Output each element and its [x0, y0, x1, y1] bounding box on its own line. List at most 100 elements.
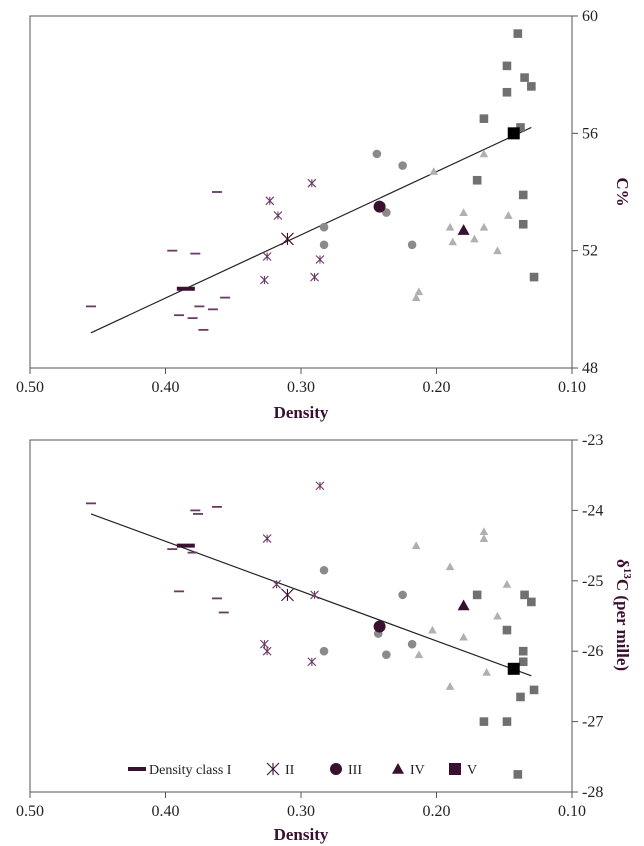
x-tick-label: 0.40 — [152, 379, 180, 396]
data-points — [86, 29, 538, 330]
legend-item-5: V — [449, 763, 477, 778]
data-point — [308, 658, 316, 666]
data-point — [519, 220, 528, 229]
y-tick-label: -23 — [582, 432, 603, 449]
data-points — [86, 482, 538, 779]
data-point — [263, 253, 271, 261]
y-tick-label: -28 — [582, 784, 603, 801]
plot-frame — [30, 16, 572, 368]
legend-marker — [267, 763, 279, 775]
data-point — [273, 580, 281, 588]
legend: Density class I II III IV V — [128, 763, 477, 778]
y-tick-label: -25 — [582, 573, 603, 590]
series-4 — [412, 150, 513, 301]
data-point — [320, 647, 329, 656]
x-tick-label: 0.50 — [16, 803, 44, 820]
y-tick-label: -24 — [582, 502, 603, 519]
series-1 — [86, 192, 230, 330]
series-3 — [320, 566, 417, 659]
data-point — [473, 176, 482, 185]
data-point — [470, 235, 479, 243]
data-point — [260, 276, 268, 284]
mean-point-IV — [458, 224, 470, 235]
data-point — [459, 633, 468, 641]
chart-delta13c: 0.50 0.40 0.30 0.20 0.10 -28 -27 -26 -25 -24 -23 D… — [16, 432, 633, 844]
y-axis-label: C% — [613, 177, 632, 206]
data-point — [519, 647, 528, 656]
legend-label: II — [285, 763, 295, 778]
x-tick-label: 0.20 — [423, 379, 451, 396]
data-point — [519, 657, 528, 666]
data-point — [448, 238, 457, 246]
y-tick-label: -27 — [582, 714, 603, 731]
series-2 — [260, 179, 324, 284]
data-point — [519, 191, 528, 200]
y-label-superscript: 13 — [621, 568, 633, 580]
mean-point-IV — [458, 599, 470, 610]
y-axis-label: δ13C (per mille) — [613, 559, 633, 671]
mean-point-V — [508, 663, 520, 675]
data-point — [446, 223, 455, 231]
x-tick-label: 0.10 — [558, 379, 586, 396]
data-point — [514, 770, 523, 779]
data-point — [263, 535, 271, 543]
legend-label: V — [467, 763, 477, 778]
data-point — [480, 717, 489, 726]
data-point — [480, 223, 489, 231]
mean-point-III — [374, 201, 386, 213]
tick-labels: 0.50 0.40 0.30 0.20 0.10 -28 -27 -26 -25 -24 -23 — [16, 432, 603, 820]
y-tick-label: 56 — [582, 125, 598, 142]
mean-point-III — [374, 621, 386, 633]
data-point — [428, 626, 437, 634]
data-point — [503, 580, 512, 588]
data-point — [503, 88, 512, 97]
data-point — [373, 150, 382, 159]
data-point — [493, 612, 502, 620]
data-point — [316, 255, 324, 263]
legend-item-2: II — [267, 763, 295, 778]
x-tick-label: 0.50 — [16, 379, 44, 396]
data-point — [530, 273, 539, 282]
x-tick-label: 0.30 — [287, 379, 315, 396]
data-point — [527, 598, 536, 607]
data-point — [415, 650, 424, 658]
data-point — [493, 246, 502, 254]
data-point — [514, 29, 523, 38]
data-point — [527, 82, 536, 91]
y-tick-label: 60 — [582, 8, 598, 25]
legend-item-3: III — [330, 763, 362, 778]
data-point — [320, 223, 329, 232]
legend-label: IV — [410, 763, 425, 778]
trend-line — [91, 514, 531, 676]
data-point — [473, 591, 482, 600]
y-tick-label: -26 — [582, 643, 603, 660]
data-point — [504, 211, 513, 219]
data-point — [398, 591, 407, 600]
legend-label: III — [348, 763, 362, 778]
legend-marker — [449, 763, 461, 775]
data-point — [503, 717, 512, 726]
tick-marks — [30, 16, 578, 374]
data-point — [408, 640, 417, 649]
legend-label: Density class I — [149, 763, 232, 778]
legend-marker — [330, 763, 342, 775]
y-label-rest: C (per mille) — [613, 579, 632, 671]
chart-carbon-percent: 0.50 0.40 0.30 0.20 0.10 48 52 56 60 Density C% — [16, 8, 632, 422]
data-point — [274, 211, 282, 219]
data-point — [480, 114, 489, 123]
x-tick-label: 0.10 — [558, 803, 586, 820]
x-axis-label: Density — [274, 403, 329, 422]
data-point — [503, 62, 512, 71]
data-point — [480, 534, 489, 542]
data-point — [412, 541, 421, 549]
y-tick-label: 52 — [582, 243, 598, 260]
mean-point-V — [508, 127, 520, 139]
data-point — [320, 241, 329, 250]
x-tick-label: 0.40 — [152, 803, 180, 820]
legend-marker — [392, 763, 404, 774]
x-tick-label: 0.20 — [423, 803, 451, 820]
data-point — [520, 73, 529, 82]
data-point — [382, 650, 391, 659]
series-3 — [320, 150, 417, 250]
